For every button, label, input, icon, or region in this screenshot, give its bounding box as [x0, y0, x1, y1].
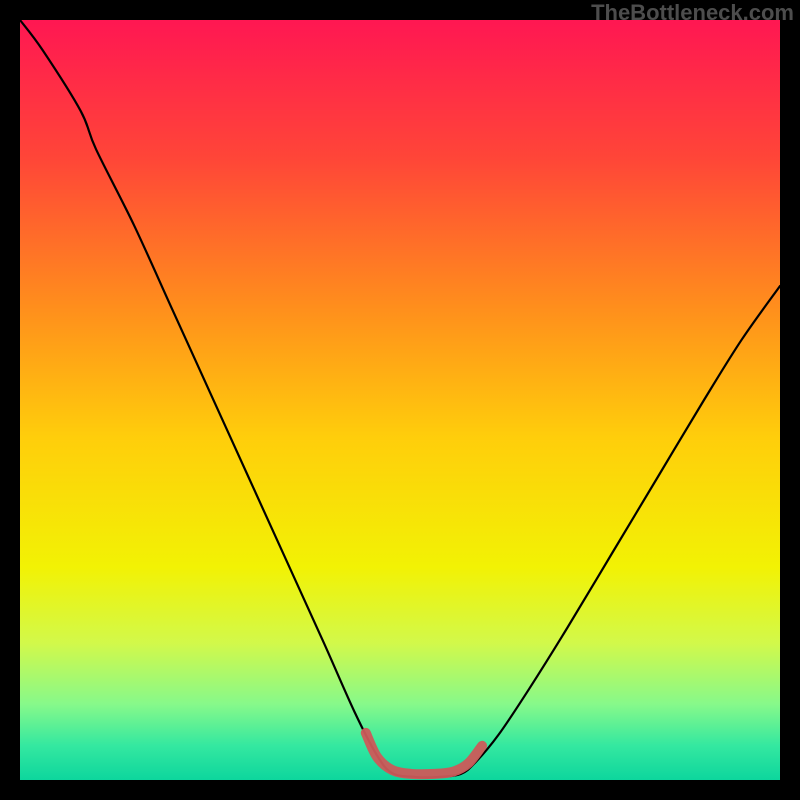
- outer-frame: TheBottleneck.com: [0, 0, 800, 800]
- chart-background: [20, 20, 780, 780]
- chart-area: [20, 20, 780, 780]
- bottleneck-curve-chart: [20, 20, 780, 780]
